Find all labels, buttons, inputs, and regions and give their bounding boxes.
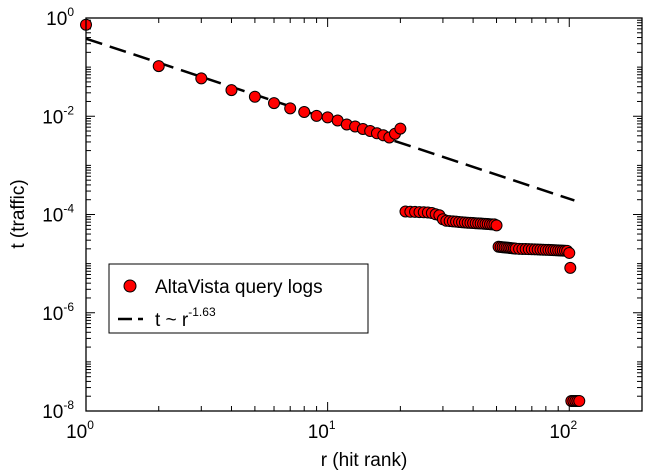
y-tick-labels: 100 10-2 10-4 10-6 10-8 [42,5,74,423]
data-point [268,97,281,110]
y-tick-label: 100 [46,5,74,30]
data-point [394,122,407,135]
y-axis-label: t (traffic) [8,179,29,248]
data-point [564,261,577,274]
x-axis-label: r (hit rank) [321,450,408,471]
legend-label-data: AltaVista query logs [155,277,323,298]
legend-marker-circle [123,279,137,293]
x-tick-labels: 100 101 102 [66,418,577,443]
data-points [80,18,586,407]
legend-box [108,263,369,334]
data-point [563,246,576,259]
legend-label-fit-base: t ~ r [155,310,189,331]
data-point [225,84,238,97]
legend: AltaVista query logs t ~ r-1.63 [108,263,369,334]
data-point [573,394,586,407]
legend-label-fit: t ~ r-1.63 [155,305,216,331]
data-point [490,219,503,232]
y-tick-label: 10-8 [42,398,74,423]
data-point [310,109,323,122]
plot-frame [85,17,643,412]
grid-ticks [85,17,643,412]
data-point [195,72,208,85]
x-tick-label: 101 [308,418,336,443]
y-tick-label: 10-2 [42,103,74,128]
x-tick-label: 100 [66,418,94,443]
data-point [152,60,165,73]
legend-label-fit-exponent: -1.63 [188,305,216,319]
data-point [248,90,261,103]
data-point [321,111,334,124]
y-tick-label: 10-6 [42,300,74,325]
data-point [298,106,311,119]
x-tick-label: 102 [549,418,577,443]
y-tick-label: 10-4 [42,202,74,227]
data-point [284,102,297,115]
